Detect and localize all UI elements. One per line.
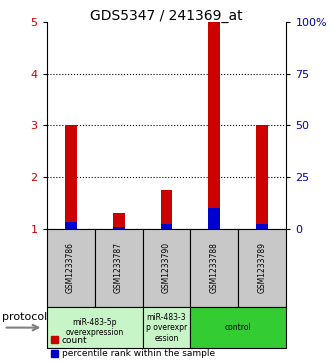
Text: protocol: protocol [2,313,47,322]
Bar [65,125,77,229]
Bar [113,227,125,229]
Text: GSM1233789: GSM1233789 [258,242,267,293]
Bar [256,224,268,229]
Text: miR-483-3
p overexpr
ession: miR-483-3 p overexpr ession [146,313,187,343]
Text: GSM1233790: GSM1233790 [162,242,171,293]
Bar [208,208,220,229]
Legend: count, percentile rank within the sample: count, percentile rank within the sample [51,336,215,359]
Bar [113,213,125,229]
Text: control: control [225,323,252,332]
Text: GSM1233786: GSM1233786 [66,242,75,293]
Text: GSM1233788: GSM1233788 [210,242,219,293]
Bar [161,224,172,229]
Bar [256,125,268,229]
Text: GDS5347 / 241369_at: GDS5347 / 241369_at [90,9,243,23]
Bar [161,190,172,229]
Bar [208,22,220,229]
Bar [65,223,77,229]
Text: miR-483-5p
overexpression: miR-483-5p overexpression [66,318,124,337]
Text: GSM1233787: GSM1233787 [114,242,123,293]
